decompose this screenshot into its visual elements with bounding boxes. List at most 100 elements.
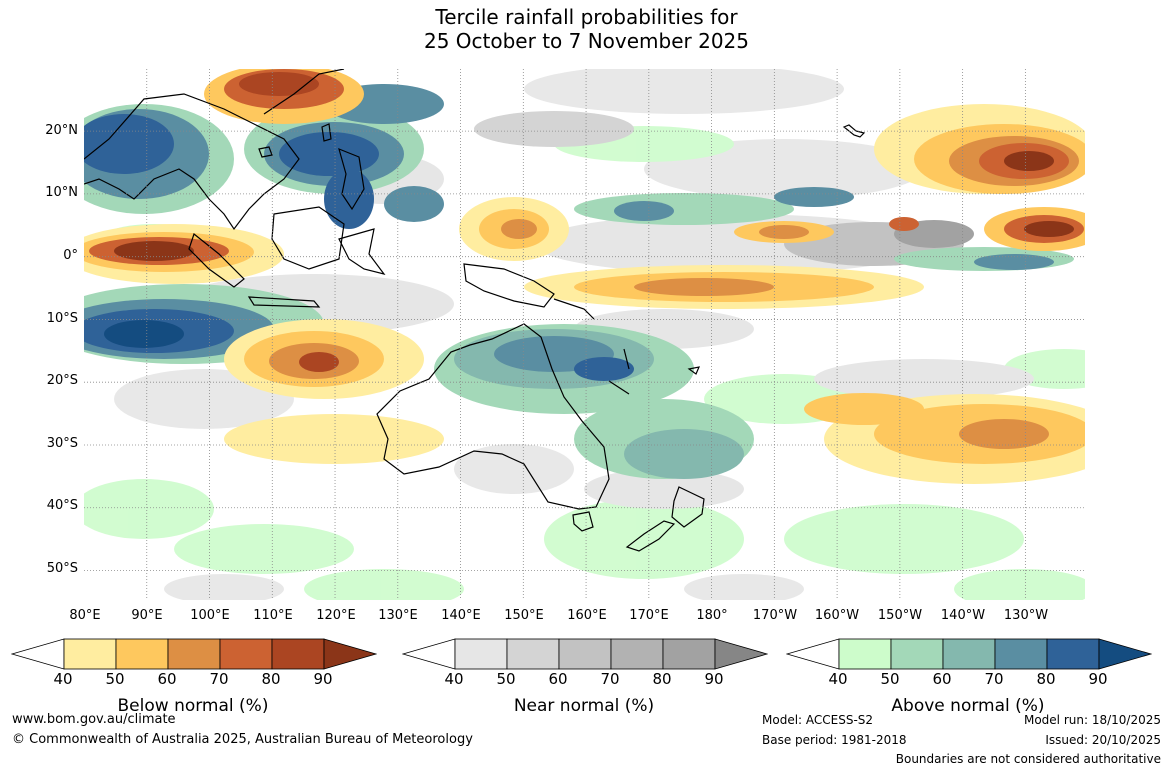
map-title: Tercile rainfall probabilities for 25 Oc…	[0, 5, 1173, 53]
colorbar-segment	[219, 638, 273, 670]
colorbar-tick: 40	[444, 670, 464, 688]
colorbar-segment	[1046, 638, 1100, 670]
colorbar-segment	[63, 638, 117, 670]
colorbar-tick: 80	[1036, 670, 1056, 688]
footer-issued: Issued: 20/10/2025	[1045, 733, 1161, 747]
lon-label: 150°E	[504, 608, 544, 623]
colorbar-tick: 70	[209, 670, 229, 688]
colorbar-segments	[11, 638, 377, 670]
lon-label: 130°W	[1003, 608, 1049, 623]
colorbar-tick: 90	[704, 670, 724, 688]
lat-label: 20°N	[45, 123, 78, 138]
colorbar-segments	[402, 638, 768, 670]
lon-label: 140°W	[940, 608, 986, 623]
below-normal-regions	[84, 69, 1085, 484]
lon-label: 80°E	[69, 608, 101, 623]
colorbar-tick: 40	[53, 670, 73, 688]
colorbar-tick: 50	[105, 670, 125, 688]
colorbar-left-extension	[786, 638, 840, 670]
coastlines	[84, 69, 866, 552]
lon-label: 160°W	[814, 608, 860, 623]
colorbar-segment	[115, 638, 169, 670]
new-caledonia-outline	[608, 380, 630, 395]
footer-base-period: Base period: 1981-2018	[762, 733, 907, 747]
hawaii-outline	[842, 124, 866, 138]
footer-website[interactable]: www.bom.gov.au/climate	[12, 712, 176, 727]
sulawesi-outline	[338, 228, 386, 275]
borneo-outline	[271, 206, 345, 270]
colorbar-segment	[890, 638, 944, 670]
fiji-outline	[687, 366, 701, 375]
new-zealand-north	[671, 486, 705, 528]
colorbar-tick: 50	[880, 670, 900, 688]
footer-model-run: Model run: 18/10/2025	[1023, 713, 1161, 727]
lat-label: 20°S	[46, 373, 78, 388]
lon-label: 180°	[696, 608, 728, 623]
new-zealand-south	[625, 520, 676, 552]
colorbar-segments	[786, 638, 1152, 670]
colorbar-segment	[610, 638, 664, 670]
colorbar-segment	[506, 638, 560, 670]
sumatra-outline	[188, 232, 245, 288]
colorbar-tick: 50	[496, 670, 516, 688]
colorbar-right-extension	[714, 638, 768, 670]
colorbar-tick: 70	[984, 670, 1004, 688]
lat-label: 10°N	[45, 185, 78, 200]
colorbar-right-extension	[1098, 638, 1152, 670]
title-line-2: 25 October to 7 November 2025	[423, 29, 750, 53]
footer-copyright: © Commonwealth of Australia 2025, Austra…	[12, 732, 473, 747]
lat-label: 40°S	[46, 498, 78, 513]
colorbar-tick: 60	[157, 670, 177, 688]
colorbar-segment	[942, 638, 996, 670]
colorbar-near-normal	[402, 638, 768, 670]
lat-label: 10°S	[46, 311, 78, 326]
lon-label: 100°E	[190, 608, 230, 623]
colorbar-left-extension	[11, 638, 65, 670]
colorbar-tick: 90	[313, 670, 333, 688]
lon-label: 140°E	[441, 608, 481, 623]
vanuatu-outline	[623, 348, 630, 370]
java-outline	[247, 296, 321, 308]
colorbar-left-extension	[402, 638, 456, 670]
colorbar-tick: 80	[652, 670, 672, 688]
colorbar-tick: 70	[600, 670, 620, 688]
footer-disclaimer: Boundaries are not considered authoritat…	[895, 752, 1161, 766]
lon-label: 150°W	[877, 608, 923, 623]
lat-label: 50°S	[46, 561, 78, 576]
title-line-1: Tercile rainfall probabilities for	[435, 5, 738, 29]
colorbar-segment	[838, 638, 892, 670]
asia-mainland-outline	[84, 93, 300, 231]
lon-label: 110°E	[253, 608, 293, 623]
colorbar-segment	[167, 638, 221, 670]
lon-label: 170°E	[629, 608, 669, 623]
footer-model: Model: ACCESS-S2	[762, 713, 874, 727]
colorbar-below-normal	[11, 638, 377, 670]
colorbar-segment	[994, 638, 1048, 670]
taiwan-outline	[321, 123, 332, 142]
colorbar-segment	[662, 638, 716, 670]
colorbar-label-above: Above normal (%)	[891, 696, 1045, 716]
colorbar-tick: 80	[261, 670, 281, 688]
colorbar-segment	[271, 638, 325, 670]
colorbar-tick: 60	[932, 670, 952, 688]
colorbar-label-below: Below normal (%)	[117, 696, 269, 716]
lon-label: 130°E	[378, 608, 418, 623]
hainan-outline	[258, 146, 273, 158]
colorbar-above-normal	[786, 638, 1152, 670]
australia-outline	[376, 323, 610, 510]
lat-label: 0°	[63, 248, 78, 263]
new-guinea-outline	[463, 263, 555, 308]
colorbar-right-extension	[323, 638, 377, 670]
colorbar-tick: 40	[828, 670, 848, 688]
lon-label: 170°W	[752, 608, 798, 623]
lon-label: 120°E	[316, 608, 356, 623]
lon-label: 90°E	[131, 608, 163, 623]
colorbar-segment	[558, 638, 612, 670]
tasmania-outline	[572, 511, 594, 532]
china-coast-outline	[263, 69, 345, 115]
colorbar-tick: 60	[548, 670, 568, 688]
philippines-outline	[338, 147, 365, 211]
rainfall-probability-map	[84, 69, 1085, 600]
gridlines	[84, 69, 1085, 600]
colorbar-tick: 90	[1088, 670, 1108, 688]
